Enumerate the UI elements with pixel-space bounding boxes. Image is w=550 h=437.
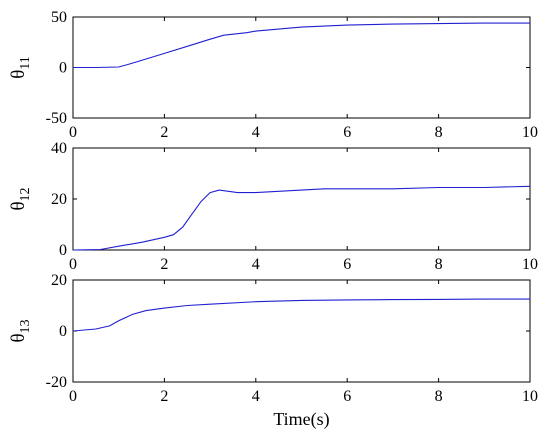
axes-frame-1	[72, 16, 531, 119]
y-tick-label: 0	[59, 242, 67, 259]
series-line-2	[72, 185, 531, 251]
x-tick-label: 2	[160, 256, 168, 273]
x-tick-label: 6	[343, 256, 351, 273]
x-tick-label: 2	[160, 124, 168, 141]
y-axis-label-3: θ13	[8, 319, 33, 342]
x-tick-label: 0	[69, 256, 77, 273]
x-tick-label: 6	[343, 388, 351, 405]
y-tick-label: 20	[51, 272, 67, 289]
y-tick-label: -50	[46, 110, 67, 127]
x-tick-label: 10	[522, 256, 538, 273]
x-tick-label: 6	[343, 124, 351, 141]
x-tick-label: 4	[252, 388, 260, 405]
x-tick-label: 10	[522, 388, 538, 405]
axes-frame-3	[72, 279, 531, 383]
y-axis-label-1: θ11	[8, 56, 33, 79]
x-tick-label: 8	[435, 256, 443, 273]
x-tick-label: 0	[69, 124, 77, 141]
x-axis-label: Time(s)	[273, 409, 329, 430]
x-tick-label: 8	[435, 388, 443, 405]
series-line-1	[73, 22, 530, 69]
y-tick-label: -20	[46, 374, 67, 391]
y-axis-label-2: θ12	[8, 187, 33, 210]
x-tick-label: 8	[435, 124, 443, 141]
x-tick-label: 2	[160, 388, 168, 405]
y-tick-label: 40	[51, 140, 67, 157]
y-tick-label: 0	[59, 60, 67, 77]
x-tick-label: 4	[252, 124, 260, 141]
x-tick-label: 4	[252, 256, 260, 273]
y-tick-label: 50	[51, 9, 67, 26]
x-tick-label: 0	[69, 388, 77, 405]
y-tick-label: 20	[51, 191, 67, 208]
axes-frame-2	[72, 147, 531, 251]
x-tick-label: 10	[522, 124, 538, 141]
series-line-3	[72, 298, 530, 332]
y-tick-label: 0	[59, 323, 67, 340]
